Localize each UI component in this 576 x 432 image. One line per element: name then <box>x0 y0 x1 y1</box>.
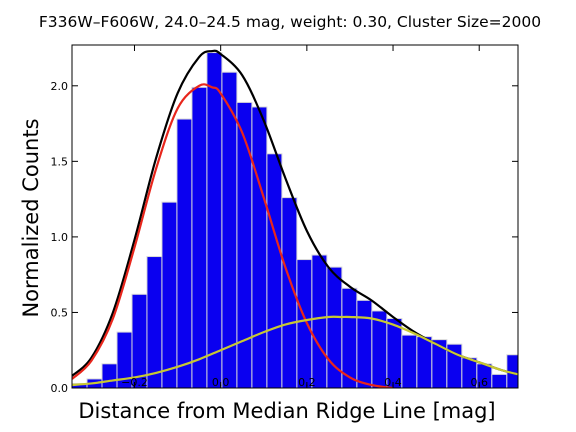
y-axis-label: Normalized Counts <box>19 118 43 317</box>
y-tick-label: 1.0 <box>51 231 69 244</box>
histogram-bar <box>416 336 433 388</box>
histogram-bar <box>401 334 418 388</box>
y-tick-label: 1.5 <box>51 155 69 168</box>
histogram-bar <box>251 106 268 388</box>
histogram-bar <box>101 363 118 388</box>
x-axis-label: Distance from Median Ridge Line [mag] <box>78 399 495 423</box>
histogram-bar <box>206 52 223 388</box>
x-tick-label: −0.2 <box>121 376 148 389</box>
plot-frame <box>71 44 519 389</box>
x-tick-label: 0.2 <box>298 376 316 389</box>
x-tick-label: 0.0 <box>212 376 230 389</box>
histogram-bar <box>161 201 178 388</box>
fit-curves <box>72 49 518 388</box>
primary-gaussian-curve <box>72 83 394 388</box>
histogram-bar <box>191 86 208 388</box>
y-tick-label: 2.0 <box>51 80 69 93</box>
chart-title: F336W–F606W, 24.0–24.5 mag, weight: 0.30… <box>39 13 541 31</box>
histogram-bar <box>491 373 508 388</box>
histogram-bar <box>221 71 238 388</box>
histogram-bar <box>311 254 328 388</box>
histogram-bar <box>266 153 283 388</box>
histogram-bar <box>176 118 193 388</box>
y-tick-label: 0.0 <box>51 382 69 395</box>
x-tick-label: 0.6 <box>470 376 488 389</box>
plot-area: −0.2 0.0 0.2 0.4 0.6 0.0 0.5 1.0 1.5 2.0 <box>51 44 519 395</box>
y-tick-label: 0.5 <box>51 306 69 319</box>
histogram-bar <box>131 293 148 388</box>
histogram-bar <box>146 256 163 388</box>
secondary-component-curve <box>72 315 518 387</box>
histogram-bar <box>236 101 253 388</box>
histogram-bar <box>296 259 313 388</box>
histogram-bar <box>356 299 373 388</box>
x-tick-label: 0.4 <box>384 376 402 389</box>
histogram-bars <box>72 52 518 388</box>
